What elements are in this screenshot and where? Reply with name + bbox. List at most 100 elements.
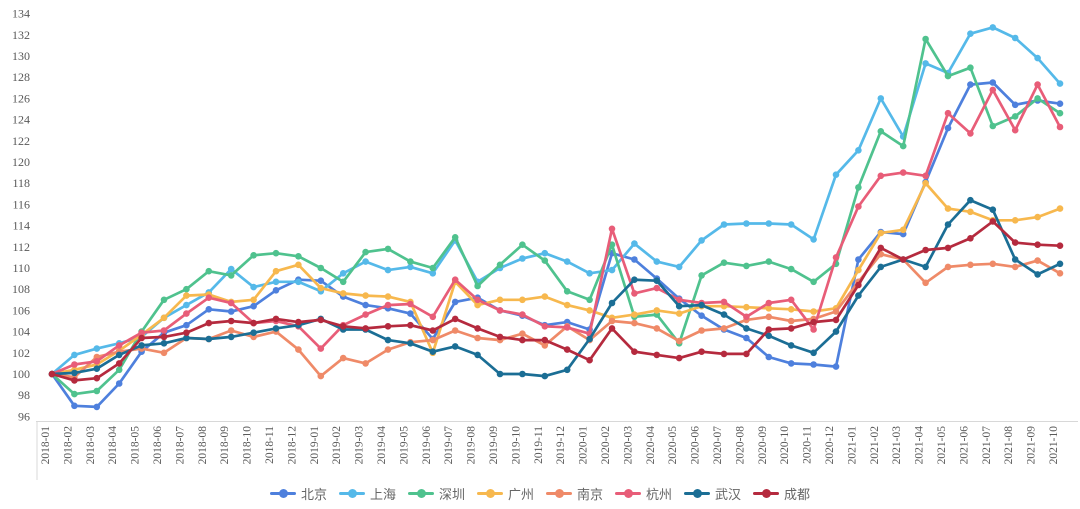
data-point-武汉-2020-05 [675, 302, 683, 310]
data-point-武汉-2021-05 [944, 221, 952, 228]
y-tick-label: 106 [12, 303, 30, 317]
data-point-广州-2019-12 [563, 301, 571, 309]
x-tick-label: 2018-12 [286, 426, 298, 465]
data-point-武汉-2018-05 [138, 342, 145, 349]
data-point-成都-2020-02 [608, 325, 616, 332]
x-tick-label: 2019-04 [376, 426, 388, 465]
data-point-深圳-2021-02 [877, 128, 885, 135]
x-tick-label: 2019-06 [421, 426, 433, 465]
y-tick-label: 102 [12, 346, 30, 360]
x-tick-label: 2020-03 [622, 426, 634, 465]
x-tick-label: 2020-09 [757, 426, 769, 465]
data-point-武汉-2021-09 [1034, 271, 1041, 278]
data-point-广州-2020-08 [743, 303, 750, 311]
data-point-广州-2021-05 [944, 205, 952, 212]
x-tick-label: 2020-04 [645, 426, 657, 465]
legend-item-广州[interactable]: 广州 [476, 484, 534, 503]
data-point-深圳-2021-08 [1011, 113, 1019, 120]
x-tick-label: 2019-08 [466, 426, 478, 465]
x-tick-label: 2018-07 [174, 426, 186, 465]
x-tick-label: 2018-06 [152, 426, 164, 465]
data-point-上海-2019-12 [563, 258, 571, 265]
x-tick-label: 2020-12 [824, 426, 836, 465]
data-point-深圳-2021-04 [922, 35, 929, 43]
y-tick-label: 114 [12, 219, 30, 233]
data-point-广州-2020-04 [653, 307, 661, 314]
legend-item-成都[interactable]: 成都 [753, 484, 810, 503]
legend-item-上海[interactable]: 上海 [338, 484, 396, 503]
data-point-武汉-2019-07 [451, 343, 459, 350]
data-point-上海-2018-07 [183, 301, 190, 309]
legend-label: 广州 [507, 487, 534, 502]
data-point-成都-2019-04 [384, 323, 392, 330]
data-point-南京-2020-04 [653, 325, 661, 332]
data-point-北京-2021-06 [967, 81, 974, 88]
data-point-南京-2021-08 [1011, 263, 1019, 271]
data-point-深圳-2020-09 [765, 258, 773, 265]
data-point-南京-2019-03 [362, 360, 369, 367]
data-point-深圳-2018-12 [295, 252, 302, 260]
data-point-北京-2018-02 [71, 402, 78, 410]
data-point-深圳-2018-06 [160, 296, 168, 304]
x-tick-label: 2020-06 [690, 426, 702, 465]
x-tick-label: 2019-11 [533, 426, 545, 464]
data-point-深圳-2020-08 [743, 262, 750, 270]
series-line-武汉 [48, 196, 1064, 380]
data-point-武汉-2020-12 [832, 328, 840, 335]
data-point-北京-2018-03 [93, 403, 101, 411]
data-point-深圳-2019-06 [429, 264, 437, 272]
y-axis-labels: 96 98 100 102 104 106 108 110 112 114 116 118 120 122… [12, 7, 30, 424]
data-point-上海-2018-02 [71, 351, 78, 359]
data-point-深圳-2019-07 [451, 234, 459, 241]
legend-item-北京[interactable]: 北京 [269, 484, 327, 503]
legend-item-武汉[interactable]: 武汉 [684, 484, 741, 503]
data-point-杭州-2018-07 [183, 310, 190, 317]
data-point-深圳-2018-04 [115, 366, 123, 374]
data-point-成都-2020-11 [810, 318, 817, 326]
data-point-杭州-2021-08 [1011, 126, 1019, 134]
x-tick-label: 2020-10 [779, 426, 791, 465]
data-point-深圳-2021-05 [944, 72, 952, 80]
data-point-杭州-2020-05 [675, 296, 683, 304]
data-point-南京-2021-04 [922, 279, 929, 287]
data-point-北京-2019-05 [407, 310, 414, 317]
data-point-成都-2020-01 [586, 356, 593, 364]
data-point-武汉-2018-02 [71, 369, 78, 377]
data-point-成都-2019-08 [474, 325, 481, 332]
data-point-南京-2019-02 [339, 354, 347, 362]
x-tick-label: 2021-06 [958, 426, 970, 465]
data-point-杭州-2020-11 [810, 326, 817, 333]
data-point-南京-2019-07 [451, 327, 459, 334]
data-point-上海-2018-12 [295, 278, 302, 286]
legend-item-杭州[interactable]: 杭州 [615, 484, 672, 503]
data-point-北京-2021-08 [1011, 101, 1019, 109]
data-point-广州-2018-06 [160, 314, 168, 322]
data-point-杭州-2018-03 [93, 358, 101, 365]
data-point-杭州-2018-06 [160, 327, 168, 334]
data-point-成都-2018-07 [183, 329, 190, 337]
data-point-杭州-2021-04 [922, 172, 929, 180]
x-tick-label: 2018-04 [107, 426, 119, 465]
y-tick-label: 120 [12, 155, 30, 169]
legend-item-南京[interactable]: 南京 [546, 484, 603, 503]
data-point-上海-2019-10 [519, 255, 526, 262]
data-point-广州-2021-02 [877, 229, 885, 237]
data-point-上海-2020-11 [810, 236, 817, 243]
data-point-广州-2020-10 [787, 306, 795, 313]
data-point-成都-2018-10 [250, 319, 257, 327]
data-point-成都-2018-03 [93, 374, 101, 382]
data-point-北京-2021-01 [855, 256, 862, 263]
data-point-广州-2018-12 [295, 261, 302, 269]
data-point-武汉-2021-06 [967, 196, 974, 204]
data-point-成都-2020-07 [720, 350, 728, 358]
legend-marker-icon [546, 489, 572, 498]
data-point-武汉-2018-10 [250, 329, 257, 337]
data-point-广州-2020-11 [810, 308, 817, 315]
legend-item-深圳[interactable]: 深圳 [407, 484, 465, 503]
data-point-杭州-2018-09 [227, 299, 235, 307]
x-tick-label: 2018-08 [197, 426, 209, 465]
data-point-杭州-2018-02 [71, 361, 78, 368]
data-point-杭州-2019-04 [384, 301, 392, 309]
